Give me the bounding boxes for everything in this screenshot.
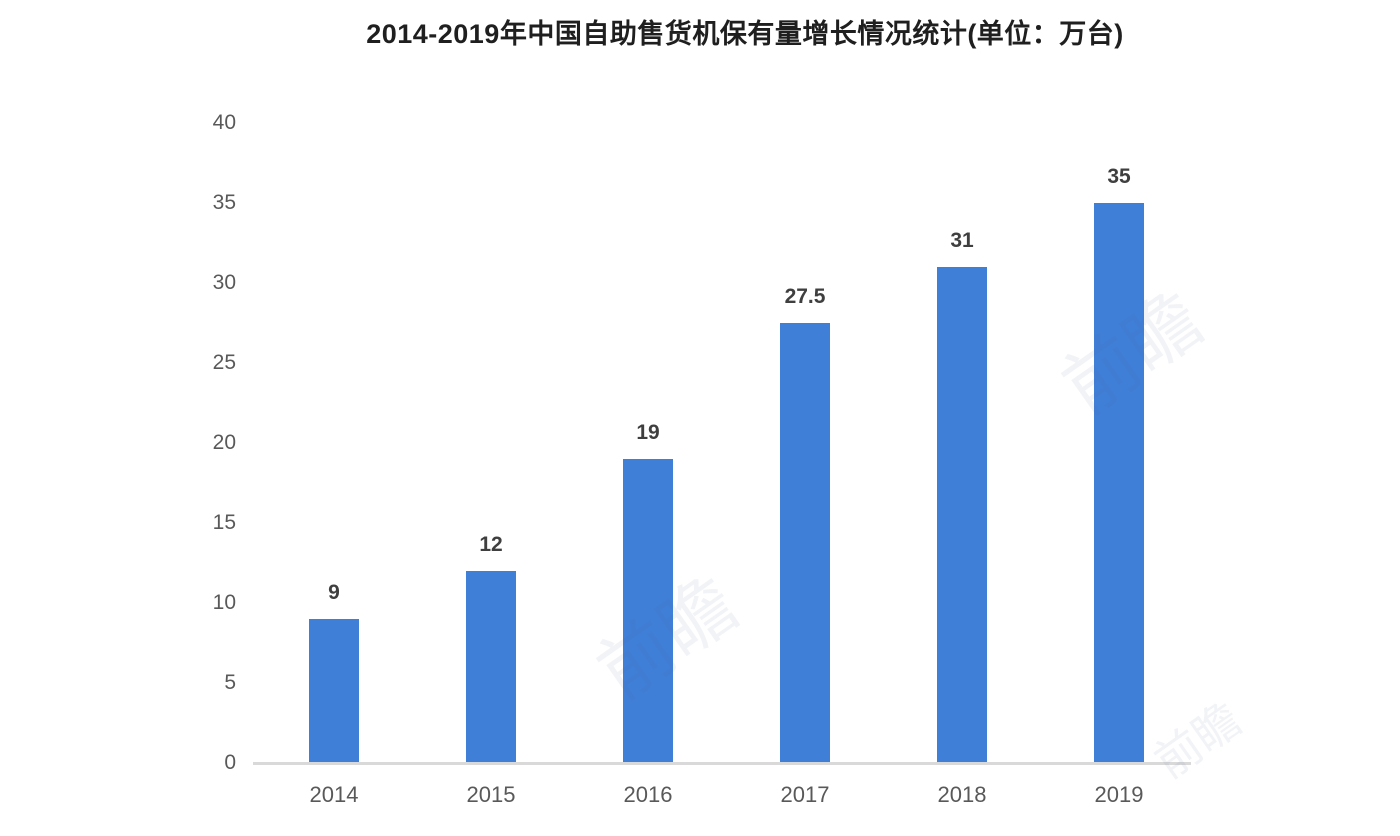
y-axis-tick-label-25: 25 — [212, 351, 236, 374]
bar-value-label-2017: 27.5 — [784, 285, 826, 308]
watermark-text-3: 前瞻 — [1145, 692, 1251, 789]
y-axis-tick-label-35: 35 — [212, 191, 236, 214]
y-axis-tick-label-0: 0 — [224, 751, 236, 774]
bar-2015 — [466, 571, 516, 763]
bar-value-label-2016: 19 — [636, 421, 660, 444]
bar-2016 — [623, 459, 673, 763]
bar-2014 — [309, 619, 359, 763]
x-axis-category-label-2014: 2014 — [309, 782, 359, 807]
y-axis-tick-label-10: 10 — [212, 591, 236, 614]
bar-value-label-2015: 12 — [479, 533, 503, 556]
y-axis-tick-label-40: 40 — [212, 111, 236, 134]
bar-value-label-2014: 9 — [328, 581, 340, 604]
y-axis-tick-label-15: 15 — [212, 511, 236, 534]
x-axis-category-label-2018: 2018 — [937, 782, 987, 807]
y-axis-tick-label-5: 5 — [224, 671, 236, 694]
y-axis-tick-label-20: 20 — [212, 431, 236, 454]
x-axis-category-label-2019: 2019 — [1094, 782, 1144, 807]
x-axis-category-label-2015: 2015 — [466, 782, 516, 807]
x-axis-category-label-2016: 2016 — [623, 782, 673, 807]
y-axis-tick-label-30: 30 — [212, 271, 236, 294]
bar-value-label-2018: 31 — [950, 229, 974, 252]
chart-title: 2014-2019年中国自助售货机保有量增长情况统计(单位：万台) — [366, 19, 1124, 49]
x-axis-category-label-2017: 2017 — [780, 782, 830, 807]
x-axis-line — [253, 762, 1191, 765]
bar-2018 — [937, 267, 987, 763]
bar-2019 — [1094, 203, 1144, 763]
bar-value-label-2019: 35 — [1107, 165, 1131, 188]
bar-2017 — [780, 323, 830, 763]
